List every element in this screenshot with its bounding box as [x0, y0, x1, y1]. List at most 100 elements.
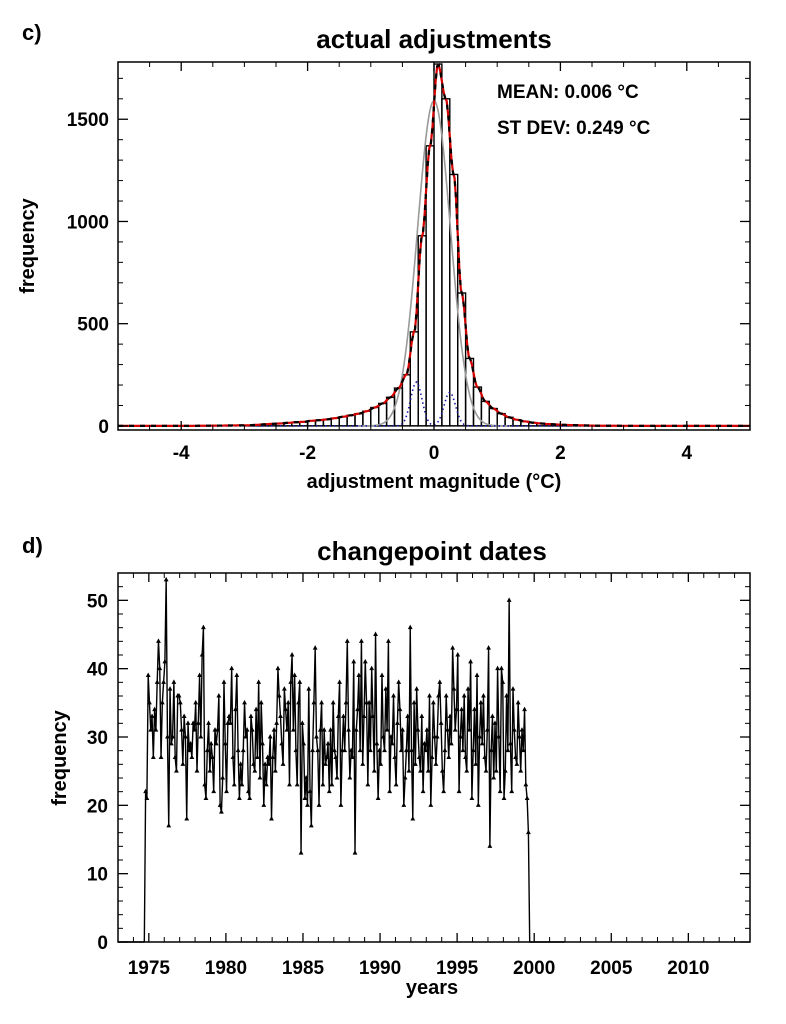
data-point-marker	[319, 699, 324, 705]
data-point-marker	[472, 706, 477, 712]
data-point-marker	[289, 652, 295, 657]
data-point-marker	[488, 747, 494, 753]
data-point-marker	[522, 706, 527, 712]
x-tick-label: 2	[555, 443, 566, 464]
histogram-bar	[370, 406, 380, 427]
data-point-marker	[415, 727, 421, 732]
data-point-marker	[465, 686, 471, 691]
panel-d-letter: d)	[22, 533, 43, 558]
data-point-marker	[400, 727, 405, 732]
data-point-marker	[216, 693, 222, 698]
data-point-marker	[188, 740, 193, 746]
data-point-marker	[407, 624, 413, 630]
data-point-marker	[424, 727, 430, 732]
data-point-marker	[252, 768, 258, 773]
data-point-marker	[198, 734, 204, 739]
data-point-marker	[447, 713, 453, 718]
panel-d-plot-frame	[117, 572, 751, 943]
data-point-marker	[463, 754, 468, 759]
data-point-marker	[346, 727, 351, 732]
data-point-marker	[369, 665, 375, 671]
histogram-bar	[433, 63, 443, 427]
data-point-marker	[412, 761, 418, 766]
data-point-marker	[320, 781, 326, 787]
data-point-marker	[301, 740, 307, 746]
data-point-marker	[183, 734, 188, 739]
data-point-marker	[161, 679, 166, 684]
data-point-marker	[243, 734, 249, 739]
data-point-marker	[361, 713, 367, 718]
data-point-marker	[398, 747, 404, 753]
data-point-marker	[242, 699, 247, 705]
data-point-marker	[490, 713, 495, 718]
data-point-marker	[524, 795, 530, 800]
data-point-marker	[334, 775, 340, 780]
data-point-marker	[278, 713, 283, 718]
data-point-marker	[184, 816, 190, 821]
data-point-marker	[150, 754, 156, 759]
data-point-marker	[403, 747, 409, 753]
data-point-marker	[159, 699, 165, 705]
data-point-marker	[299, 720, 305, 725]
data-point-marker	[267, 734, 273, 739]
data-point-marker	[397, 706, 403, 712]
data-point-marker	[258, 699, 264, 705]
data-point-marker	[152, 706, 158, 712]
data-point-marker	[233, 706, 238, 712]
data-point-marker	[154, 679, 160, 684]
data-point-marker	[153, 727, 159, 732]
data-point-marker	[481, 693, 486, 698]
data-point-marker	[145, 672, 151, 677]
x-tick-label: -4	[173, 443, 190, 464]
data-point-marker	[347, 775, 353, 780]
data-point-marker	[157, 665, 163, 671]
stdev-annotation: ST DEV: 0.249 °C	[497, 118, 651, 139]
data-point-marker	[311, 699, 317, 705]
data-point-marker	[240, 747, 246, 753]
data-point-marker	[474, 672, 480, 677]
data-point-marker	[332, 747, 337, 753]
data-point-marker	[355, 706, 360, 712]
data-point-marker	[262, 761, 268, 766]
panel-c-title: actual adjustments	[316, 24, 552, 54]
data-point-marker	[446, 754, 452, 759]
x-tick-label: 4	[682, 443, 693, 464]
data-point-marker	[459, 706, 465, 712]
data-point-marker	[502, 768, 508, 773]
data-point-marker	[236, 795, 242, 800]
total-fit-curve	[118, 63, 750, 428]
data-point-marker	[302, 795, 308, 800]
data-point-marker	[298, 850, 304, 855]
data-point-marker	[392, 754, 398, 759]
data-point-marker	[229, 665, 235, 671]
data-point-marker	[350, 754, 355, 759]
data-point-marker	[387, 788, 393, 794]
data-point-marker	[231, 781, 237, 787]
data-point-marker	[386, 638, 391, 643]
data-point-marker	[482, 754, 488, 759]
data-point-marker	[234, 672, 240, 677]
data-point-marker	[263, 781, 269, 787]
data-point-marker	[466, 727, 472, 732]
data-point-marker	[189, 754, 195, 759]
data-point-marker	[174, 768, 179, 773]
data-point-marker	[180, 761, 186, 766]
data-point-marker	[343, 699, 349, 705]
data-point-marker	[165, 734, 170, 739]
data-point-marker	[380, 734, 386, 739]
data-point-marker	[396, 679, 402, 684]
data-point-marker	[230, 754, 236, 759]
data-point-marker	[374, 740, 380, 746]
data-point-marker	[203, 795, 209, 800]
data-point-marker	[251, 761, 256, 766]
panel-d-ticks: 1975 1980 1985 1990 1995 2000 2005 2010 0 10 20 30 4…	[87, 572, 751, 979]
data-point-marker	[306, 686, 312, 691]
data-point-marker	[281, 686, 287, 691]
x-tick-label: 1990	[359, 958, 401, 979]
data-point-marker	[185, 720, 191, 725]
data-point-marker	[351, 658, 357, 664]
data-point-marker	[515, 699, 521, 705]
data-point-marker	[274, 720, 280, 725]
data-point-marker	[484, 727, 490, 732]
data-point-marker	[437, 679, 443, 684]
